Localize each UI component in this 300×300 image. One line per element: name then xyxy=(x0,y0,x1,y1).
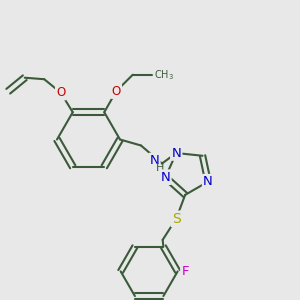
Text: N: N xyxy=(171,146,181,160)
Text: N: N xyxy=(203,175,213,188)
Text: S: S xyxy=(172,212,181,226)
Text: CH$_3$: CH$_3$ xyxy=(154,68,174,82)
Text: H: H xyxy=(155,163,164,173)
Text: F: F xyxy=(182,265,189,278)
Text: O: O xyxy=(56,86,65,99)
Text: N: N xyxy=(160,171,170,184)
Text: O: O xyxy=(112,85,121,98)
Text: N: N xyxy=(150,154,159,167)
